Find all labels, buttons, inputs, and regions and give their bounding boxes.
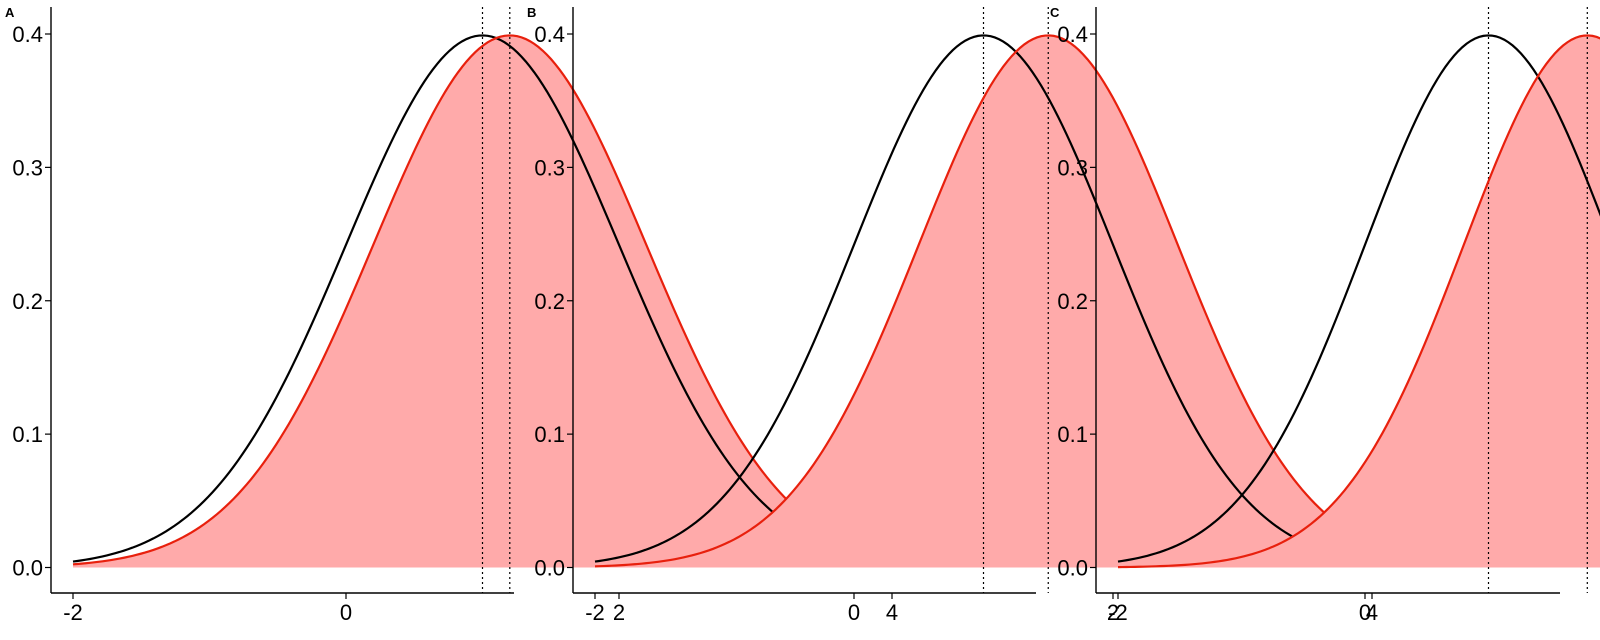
x-tick-label: 2 [613,600,625,625]
x-tick-label: 2 [1107,600,1119,625]
panel-tag: A [5,5,15,20]
x-tick-label: 0 [1359,600,1371,625]
x-tick-label: -2 [63,600,83,625]
shifted-density-curve [72,34,920,566]
shifted-density-curve [594,34,1437,568]
panel-tag: C [1050,5,1060,20]
shifted-density-curve [1117,34,1600,569]
x-tick-label: 0 [340,600,352,625]
y-tick-label: 0.0 [534,556,565,581]
x-tick-label: 4 [886,600,898,625]
density-fill-area [1118,35,1600,568]
y-tick-label: 0.0 [1057,556,1088,581]
y-tick-label: 0.1 [12,422,43,447]
x-tick-label: 0 [848,600,860,625]
y-tick-label: 0.3 [534,155,565,180]
y-tick-label: 0.2 [1057,289,1088,314]
y-tick-label: 0.3 [1057,155,1088,180]
y-tick-label: 0.3 [12,155,43,180]
density-fill-area [595,35,1437,568]
y-tick-label: 0.4 [12,22,43,47]
x-tick-label: -2 [1108,600,1128,625]
panel-tag: B [527,5,536,20]
y-tick-label: 0.0 [12,556,43,581]
y-tick-label: 0.1 [1057,422,1088,447]
panel-c: C 0.0 0.1 0.2 0.3 0.4 -2 0 2 4 [1050,5,1600,625]
x-tick-label: -2 [585,600,605,625]
y-tick-label: 0.2 [12,289,43,314]
y-tick-label: 0.4 [534,22,565,47]
y-tick-label: 0.2 [534,289,565,314]
x-tick-label: 4 [1366,600,1378,625]
density-fill-area [73,35,920,568]
y-tick-label: 0.1 [534,422,565,447]
y-tick-label: 0.4 [1057,22,1088,47]
